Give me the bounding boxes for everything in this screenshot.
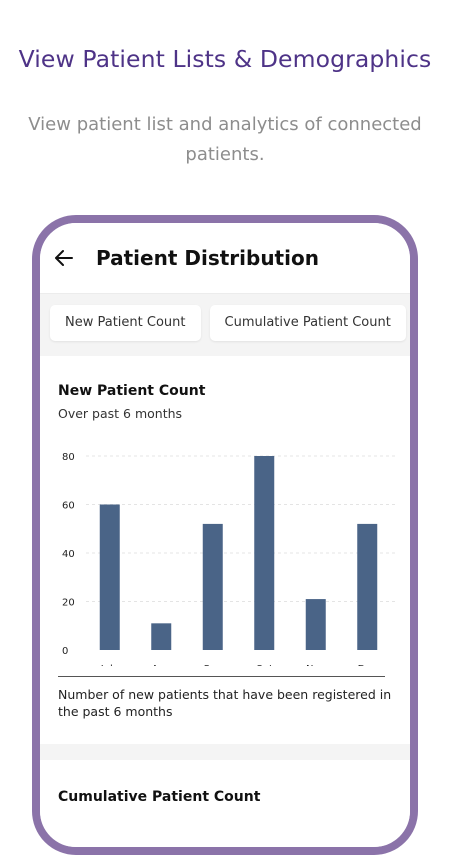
x-tick-label: Dec xyxy=(358,664,377,666)
tab-cumulative-patient-count[interactable]: Cumulative Patient Count xyxy=(209,305,406,341)
tab-bar: New Patient Count Cumulative Patient Cou… xyxy=(40,294,410,352)
x-tick-label: Sep xyxy=(203,664,222,666)
y-tick-label: 40 xyxy=(62,549,75,560)
divider xyxy=(58,676,385,677)
bar-chart: 0 20 40 60 80 July Aug Sep Oct Nov Dec xyxy=(62,452,395,666)
page-title: Patient Distribution xyxy=(96,246,319,270)
bar-july xyxy=(99,504,120,650)
x-tick-label: Nov xyxy=(306,664,326,666)
card-description: Number of new patients that have been re… xyxy=(58,687,392,719)
card-subtitle: Over past 6 months xyxy=(58,406,183,421)
new-patient-card: New Patient Count Over past 6 months 0 20… xyxy=(40,356,410,744)
y-tick-label: 60 xyxy=(62,501,75,512)
back-arrow-icon[interactable] xyxy=(52,246,76,270)
hero-subtitle: View patient list and analytics of conne… xyxy=(28,114,422,165)
tab-new-patient-count[interactable]: New Patient Count xyxy=(50,305,201,341)
bar-sep xyxy=(202,523,223,650)
bar-nov xyxy=(305,599,326,650)
y-tick-label: 0 xyxy=(62,646,68,657)
bar-aug xyxy=(151,623,172,650)
phone-frame: Patient Distribution New Patient Count C… xyxy=(32,215,418,855)
x-tick-label: July xyxy=(100,664,119,666)
bar-oct xyxy=(254,456,275,650)
card-title: Cumulative Patient Count xyxy=(58,789,261,805)
card-title: New Patient Count xyxy=(58,383,206,399)
y-tick-label: 20 xyxy=(62,598,75,609)
y-tick-label: 80 xyxy=(62,452,75,463)
hero-title: View Patient Lists & Demographics xyxy=(18,45,432,73)
bar-dec xyxy=(357,523,378,650)
app-bar: Patient Distribution xyxy=(40,223,410,294)
x-tick-label: Aug xyxy=(151,664,171,666)
cumulative-patient-card: Cumulative Patient Count xyxy=(40,760,410,847)
x-tick-label: Oct xyxy=(256,664,273,666)
